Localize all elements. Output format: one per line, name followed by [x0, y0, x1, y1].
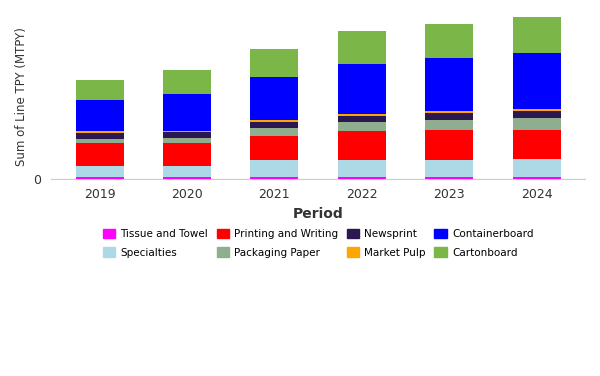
Bar: [76, 166, 124, 177]
Bar: [338, 160, 386, 177]
Bar: [338, 131, 386, 160]
Bar: [338, 65, 386, 114]
Bar: [338, 31, 386, 65]
Bar: [163, 138, 211, 143]
Bar: [338, 177, 386, 179]
Bar: [250, 136, 298, 160]
Bar: [425, 24, 473, 58]
Bar: [425, 120, 473, 130]
Bar: [76, 133, 124, 138]
Bar: [512, 109, 561, 111]
Bar: [163, 143, 211, 166]
Bar: [163, 166, 211, 177]
Bar: [425, 111, 473, 113]
Bar: [338, 115, 386, 122]
Bar: [250, 49, 298, 77]
Bar: [512, 177, 561, 179]
Bar: [163, 94, 211, 131]
Bar: [76, 177, 124, 179]
Bar: [512, 17, 561, 53]
Bar: [250, 160, 298, 177]
Bar: [163, 177, 211, 179]
Y-axis label: Sum of Line TPY (MTPY): Sum of Line TPY (MTPY): [15, 27, 28, 166]
Bar: [250, 128, 298, 136]
Bar: [76, 100, 124, 131]
Bar: [76, 80, 124, 100]
Bar: [512, 129, 561, 159]
Bar: [250, 122, 298, 128]
Bar: [250, 77, 298, 120]
Bar: [425, 160, 473, 177]
Bar: [425, 177, 473, 179]
Bar: [163, 70, 211, 94]
Bar: [338, 122, 386, 131]
Bar: [512, 159, 561, 177]
Bar: [163, 131, 211, 132]
Bar: [425, 58, 473, 111]
X-axis label: Period: Period: [293, 207, 344, 221]
Bar: [76, 138, 124, 143]
Bar: [425, 130, 473, 160]
Bar: [76, 143, 124, 166]
Bar: [163, 132, 211, 138]
Bar: [250, 177, 298, 179]
Legend: Tissue and Towel, Specialties, Printing and Writing, Packaging Paper, Newsprint,: Tissue and Towel, Specialties, Printing …: [98, 225, 538, 262]
Bar: [425, 113, 473, 120]
Bar: [250, 120, 298, 122]
Bar: [512, 53, 561, 109]
Bar: [338, 114, 386, 115]
Bar: [512, 111, 561, 118]
Bar: [512, 118, 561, 129]
Bar: [76, 131, 124, 133]
